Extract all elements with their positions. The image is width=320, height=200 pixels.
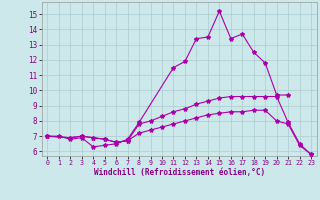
X-axis label: Windchill (Refroidissement éolien,°C): Windchill (Refroidissement éolien,°C) <box>94 168 265 177</box>
